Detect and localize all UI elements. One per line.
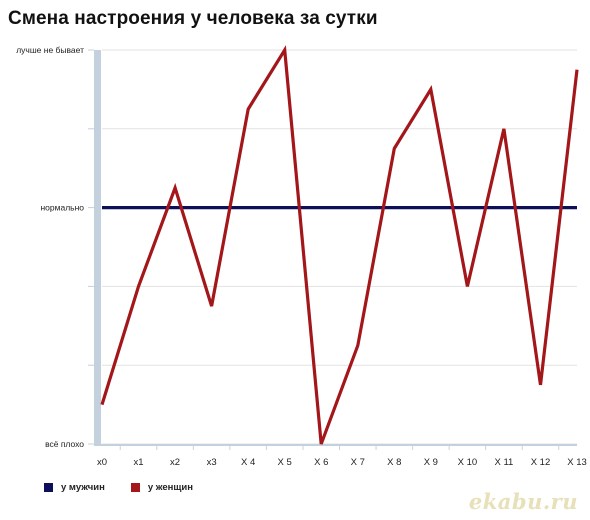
y-tick-labels: всё плохо нормально лучше не бывает [16,45,84,449]
legend-item-men: у мужчин [44,482,105,493]
legend-swatch-men [44,483,53,492]
x-tick-label: x3 [207,457,217,468]
x-tick-label: X 9 [424,457,438,468]
x-tick-label: x2 [170,457,180,468]
x-tick-label: X 12 [531,457,551,468]
series-line-women [100,45,579,445]
x-tick-label: X 13 [567,457,587,468]
legend-label-men: у мужчин [61,482,105,493]
x-tick-label: X 4 [241,457,255,468]
x-tick-label: X 11 [495,457,514,468]
y-tick-label: нормально [40,203,84,213]
x-tick-label: X 10 [458,457,478,468]
x-tick-label: X 8 [387,457,401,468]
x-tick-label: X 6 [314,457,328,468]
legend-item-women: у женщин [130,482,193,493]
x-tick-label: x1 [134,457,144,468]
x-tick-label: x0 [97,457,107,468]
grid [102,49,577,450]
watermark: ekabu.ru [468,489,578,514]
x-tick-label: X 5 [278,457,292,468]
series-lines [100,45,579,445]
chart-area: всё плохо нормально лучше не бывает x0 x1 x2… [16,45,587,468]
legend-label-women: у женщин [147,482,193,493]
x-tick-labels: x0 x1 x2 x3 X 4 X 5 X 6 X 7 X 8 X 9 X 10 X 11 X 12 X … [97,457,587,468]
chart-title: Смена настроения у человека за сутки [8,8,378,29]
legend: у мужчин у женщин [44,482,193,493]
y-axis-bar [94,50,101,444]
y-tick-label: лучше не бывает [16,45,84,55]
y-tick-label: всё плохо [45,439,84,449]
axes [88,49,577,446]
x-tick-label: X 7 [351,457,365,468]
legend-swatch-women [130,483,140,492]
